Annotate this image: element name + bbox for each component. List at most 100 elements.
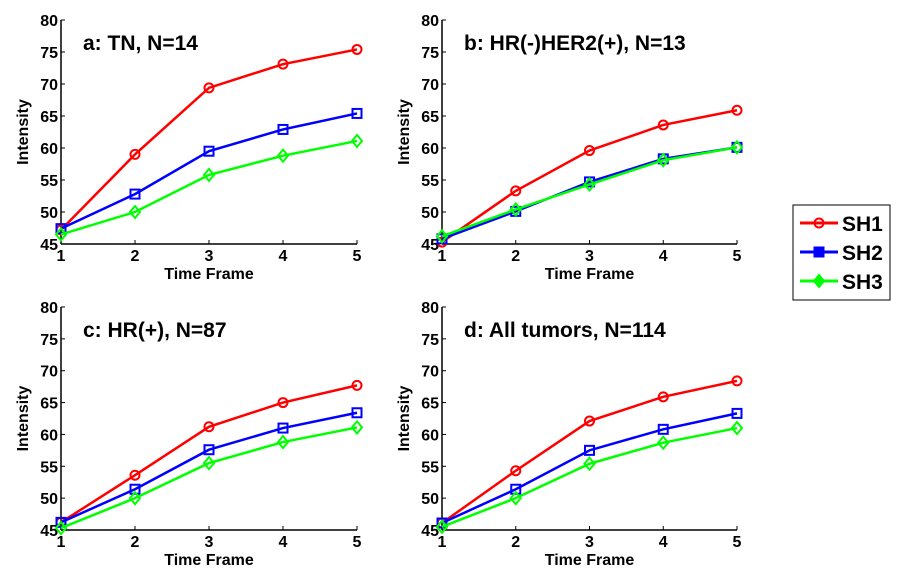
series-sh2	[436, 141, 743, 245]
subplot-title: d: All tumors, N=114	[464, 319, 666, 342]
x-tick-label: 3	[205, 534, 214, 551]
series-sh1	[55, 379, 363, 528]
data-point	[510, 465, 522, 477]
data-point	[584, 444, 595, 456]
y-axis-label: Intensity	[15, 99, 32, 165]
y-axis-label: Intensity	[396, 386, 413, 452]
series-sh2	[436, 407, 743, 529]
data-point	[203, 444, 215, 456]
y-tick-label: 50	[40, 205, 58, 222]
x-tick-label: 3	[585, 534, 594, 551]
data-point	[277, 123, 289, 135]
data-point	[657, 423, 669, 435]
y-tick-label: 45	[421, 237, 439, 254]
data-point	[509, 201, 523, 218]
data-point	[129, 483, 141, 495]
data-point	[731, 407, 743, 419]
series-line	[60, 112, 358, 230]
series-sh3	[435, 420, 744, 535]
data-point	[584, 415, 595, 427]
x-tick-label: 5	[353, 248, 362, 265]
data-point	[350, 419, 364, 435]
data-point	[202, 455, 216, 471]
data-point	[276, 148, 290, 164]
data-point	[510, 185, 522, 197]
data-point	[350, 133, 364, 149]
y-tick-label: 65	[40, 109, 58, 126]
x-axis-label: Time Frame	[545, 552, 635, 569]
data-point	[276, 434, 290, 450]
legend-label: SH3	[842, 271, 883, 294]
series-sh2	[55, 407, 363, 528]
data-point	[203, 145, 215, 157]
y-tick-label: 80	[421, 300, 439, 317]
legend-entry-sh3: SH3	[800, 271, 883, 294]
legend-marker-icon	[812, 273, 826, 289]
y-tick-label: 70	[421, 77, 439, 94]
x-tick-label: 1	[57, 534, 66, 551]
y-tick-label: 50	[421, 491, 439, 508]
x-tick-label: 2	[131, 534, 140, 551]
y-tick-label: 80	[421, 13, 439, 30]
series-sh3	[54, 133, 364, 242]
data-point	[202, 167, 216, 183]
y-tick-label: 80	[40, 13, 58, 30]
data-point	[435, 228, 449, 244]
y-tick-label: 60	[40, 141, 58, 158]
subplot-title: a: TN, N=14	[83, 32, 198, 55]
x-tick-label: 2	[511, 248, 520, 265]
legend-entry-sh2: SH2	[800, 242, 883, 265]
x-tick-label: 4	[279, 248, 288, 265]
x-axis-label: Time Frame	[545, 266, 635, 283]
series-line	[60, 426, 358, 530]
data-point	[129, 148, 141, 160]
data-point	[730, 139, 744, 155]
y-tick-label: 60	[421, 427, 439, 444]
legend: SH1 SH2 SH3	[792, 204, 891, 301]
data-point	[584, 145, 595, 157]
series-sh1	[436, 104, 743, 248]
legend-entry-sh1: SH1	[800, 213, 883, 236]
x-tick-label: 3	[205, 248, 214, 265]
x-tick-label: 2	[131, 248, 140, 265]
y-tick-label: 70	[40, 364, 58, 381]
data-point	[129, 188, 141, 200]
series-sh2	[55, 107, 363, 235]
x-tick-label: 5	[353, 534, 362, 551]
y-tick-label: 75	[421, 45, 439, 62]
x-tick-label: 3	[585, 248, 594, 265]
legend-marker-icon	[813, 246, 825, 258]
data-point	[436, 517, 448, 529]
data-point	[351, 407, 363, 419]
y-axis-label: Intensity	[15, 386, 32, 452]
x-tick-label: 5	[733, 248, 742, 265]
y-tick-label: 55	[421, 173, 439, 190]
y-tick-label: 55	[40, 459, 58, 476]
data-point	[203, 82, 215, 94]
y-tick-label: 60	[421, 141, 439, 158]
y-tick-label: 65	[421, 396, 439, 413]
data-point	[731, 104, 743, 116]
data-point	[509, 490, 523, 506]
data-point	[583, 456, 596, 472]
y-tick-label: 55	[421, 459, 439, 476]
data-point	[657, 119, 669, 131]
data-point	[656, 152, 670, 168]
data-point	[583, 176, 596, 193]
series-line	[441, 146, 738, 238]
x-tick-label: 4	[659, 534, 668, 551]
series-line	[441, 426, 738, 528]
y-tick-label: 75	[40, 332, 58, 349]
series-line	[60, 384, 358, 524]
data-point	[277, 397, 289, 409]
legend-marker-icon	[813, 217, 825, 229]
y-tick-label: 80	[40, 300, 58, 317]
series-sh3	[435, 139, 744, 244]
data-point	[351, 379, 363, 391]
x-axis-label: Time Frame	[164, 552, 254, 569]
